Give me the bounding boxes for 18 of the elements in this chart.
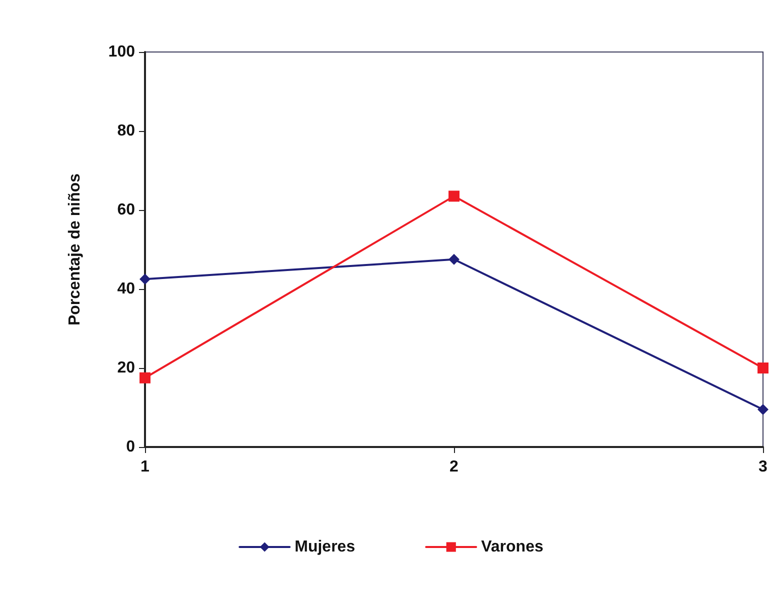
y-tick-label: 60 [117, 202, 136, 218]
y-axis-title: Porcentaje de niños [66, 173, 84, 326]
point [140, 372, 150, 384]
y-tick-label: 20 [117, 360, 136, 376]
point [140, 274, 150, 285]
point [758, 404, 768, 415]
point [448, 190, 460, 202]
y-tick-label: 40 [117, 280, 136, 298]
point [758, 362, 768, 374]
y-tick-label: 80 [117, 122, 136, 140]
x-tick-label: 1 [140, 458, 150, 476]
legend-label: Varones [481, 538, 544, 556]
x-tick-label: 2 [450, 458, 459, 476]
point [448, 254, 460, 265]
y-tick-label: 0 [126, 438, 136, 456]
x-tick-label: 3 [758, 458, 768, 476]
y-tick-label: 100 [108, 44, 136, 60]
legend-label: Mujeres [294, 538, 356, 556]
